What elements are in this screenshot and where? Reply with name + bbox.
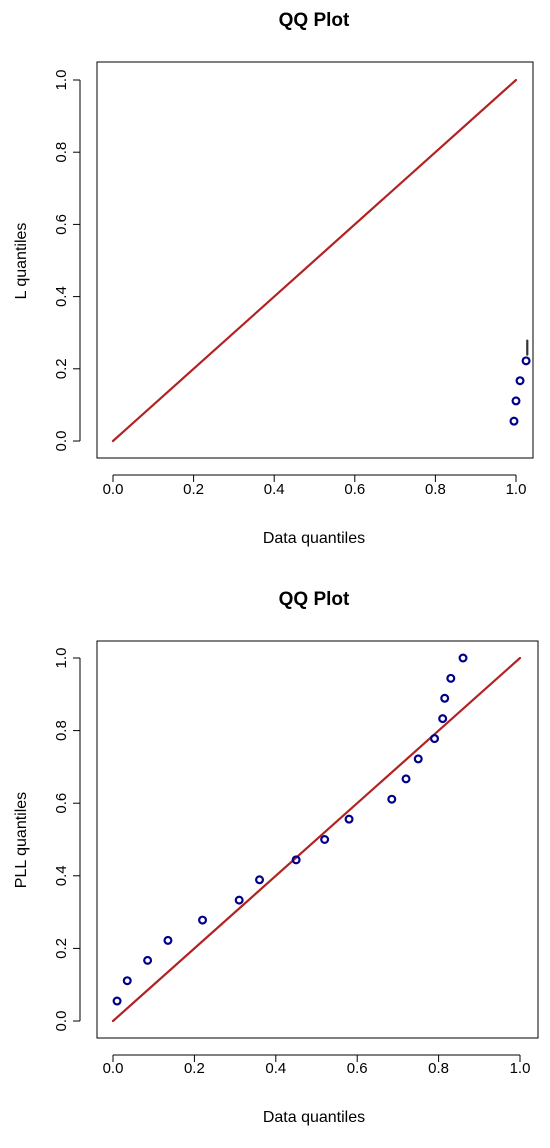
x-tick-label: 0.4: [265, 1060, 286, 1077]
y-tick-label: 1.0: [53, 648, 70, 669]
data-point: [255, 875, 265, 885]
data-point: [509, 416, 519, 426]
plot-frame: [96, 61, 534, 459]
x-axis-label: Data quantiles: [263, 1109, 365, 1126]
chart-title: QQ Plot: [279, 589, 350, 610]
data-point: [440, 693, 450, 703]
x-tick-label: 0.2: [184, 1060, 205, 1077]
plot-area: 0.0 0.2 0.4 0.6 0.8 1.0 0.0 0.2 0.4 0.6 0.8 1.0: [53, 640, 539, 1077]
chart-panel-l: QQ Plot Data quantiles L quantiles 0.0 0.…: [13, 10, 534, 547]
data-point: [122, 976, 132, 986]
y-tick-label: 0.2: [53, 938, 70, 959]
plot-frame: [96, 640, 539, 1039]
reference-line: [111, 78, 518, 443]
data-point: [458, 653, 468, 663]
data-point: [446, 673, 456, 683]
chart-panel-pll: QQ Plot Data quantiles PLL quantiles 0.0…: [13, 589, 539, 1126]
x-tick-label: 0.4: [264, 481, 285, 498]
y-tick-label: 0.2: [53, 358, 70, 379]
y-tick-label: 0.8: [53, 720, 70, 741]
data-point: [234, 895, 244, 905]
reference-line: [111, 656, 522, 1023]
y-tick-label: 0.0: [53, 1011, 70, 1032]
x-tick-label: 0.6: [347, 1060, 368, 1077]
x-tick-label: 1.0: [510, 1060, 531, 1077]
y-tick-label: 0.8: [53, 142, 70, 163]
x-tick-label: 1.0: [506, 481, 527, 498]
data-point: [521, 356, 531, 366]
data-point: [344, 814, 354, 824]
data-point: [163, 935, 173, 945]
data-point: [401, 774, 411, 784]
chart-title: QQ Plot: [279, 10, 350, 31]
y-tick-label: 0.6: [53, 793, 70, 814]
x-tick-label: 0.8: [428, 1060, 449, 1077]
data-point: [320, 834, 330, 844]
y-axis-label: L quantiles: [13, 223, 30, 300]
data-point: [112, 996, 122, 1006]
x-tick-label: 0.6: [344, 481, 365, 498]
data-point: [511, 396, 521, 406]
y-axis-label: PLL quantiles: [13, 792, 30, 888]
y-tick-label: 0.4: [53, 286, 70, 307]
y-tick-label: 1.0: [53, 70, 70, 91]
x-tick-label: 0.8: [425, 481, 446, 498]
data-point: [198, 915, 208, 925]
y-tick-label: 0.6: [53, 214, 70, 235]
data-point: [387, 794, 397, 804]
data-point: [438, 714, 448, 724]
data-point: [515, 376, 525, 386]
x-tick-label: 0.0: [103, 481, 124, 498]
data-point: [430, 734, 440, 744]
data-point: [413, 754, 423, 764]
y-tick-label: 0.4: [53, 865, 70, 886]
y-tick-label: 0.0: [53, 431, 70, 452]
data-point: [143, 955, 153, 965]
x-tick-label: 0.2: [183, 481, 204, 498]
x-axis-label: Data quantiles: [263, 530, 365, 547]
plot-area: 0.0 0.2 0.4 0.6 0.8 1.0 0.0 0.2 0.4 0.6 0.8 1.0: [53, 61, 534, 498]
data-point: [291, 855, 301, 865]
x-tick-label: 0.0: [103, 1060, 124, 1077]
